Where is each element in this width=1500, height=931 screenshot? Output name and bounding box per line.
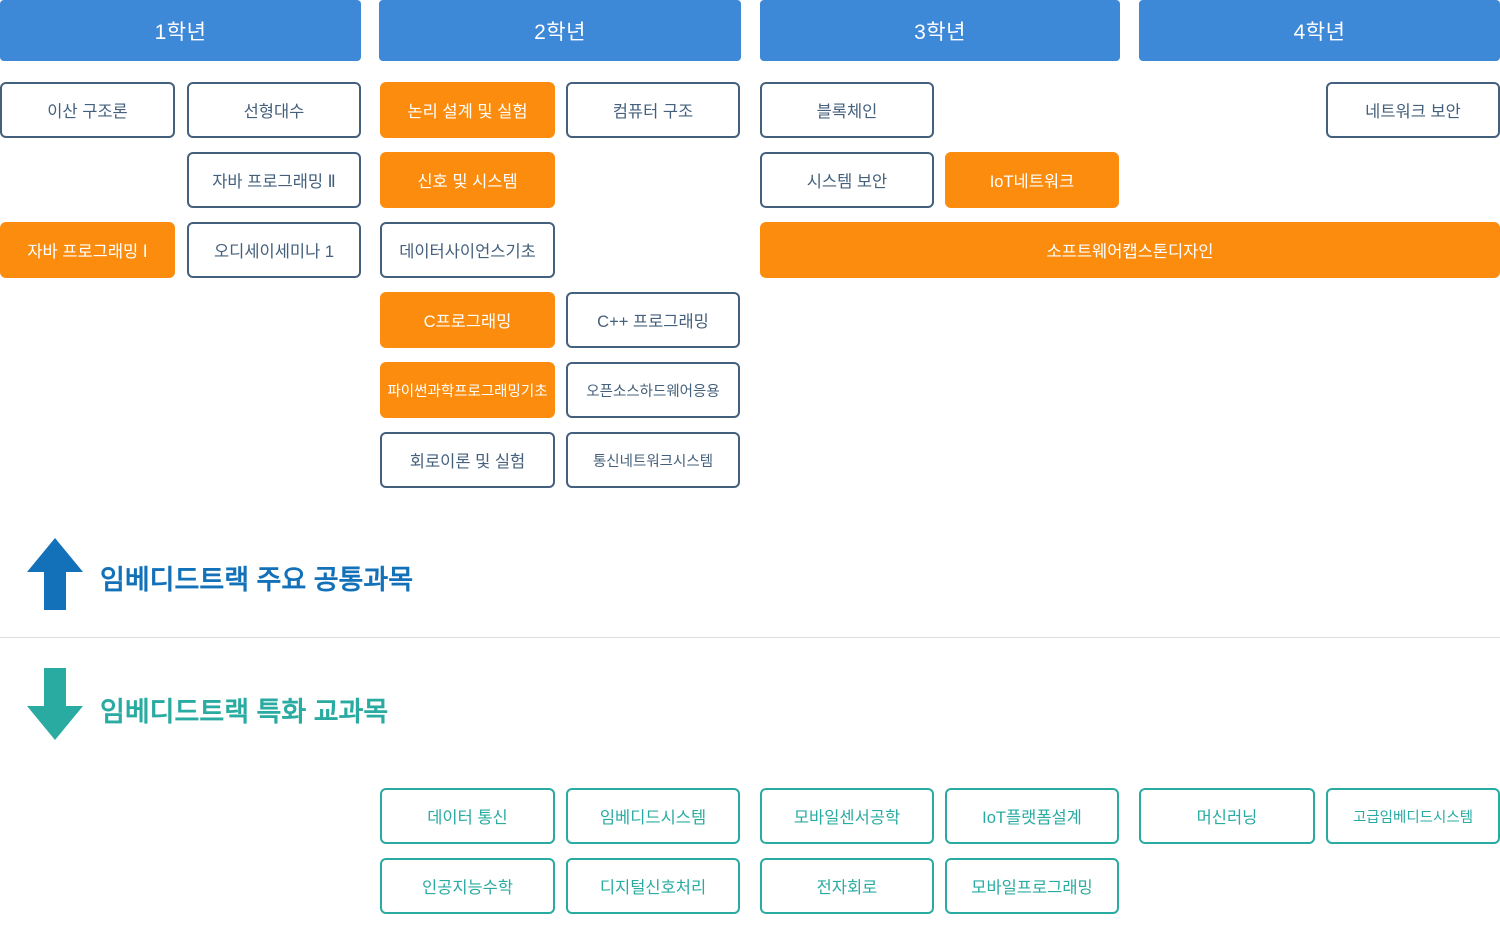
course-box-highlighted: 자바 프로그래밍 Ⅰ bbox=[0, 222, 175, 278]
special-track-title: 임베디드트랙 특화 교과목 bbox=[100, 697, 389, 727]
course-box-highlighted: C프로그래밍 bbox=[380, 292, 555, 348]
course-box-special: 데이터 통신 bbox=[380, 788, 555, 844]
course-box-special: 고급임베디드시스템 bbox=[1326, 788, 1500, 844]
course-box: 회로이론 및 실험 bbox=[380, 432, 555, 488]
course-box-special: 모바일프로그래밍 bbox=[945, 858, 1119, 914]
course-box: 컴퓨터 구조 bbox=[566, 82, 740, 138]
year-header-4: 4학년 bbox=[1139, 0, 1500, 61]
course-box-special: 모바일센서공학 bbox=[760, 788, 934, 844]
course-box-special: 인공지능수학 bbox=[380, 858, 555, 914]
course-box-highlighted: 신호 및 시스템 bbox=[380, 152, 555, 208]
course-box-special: IoT플랫폼설계 bbox=[945, 788, 1119, 844]
common-track-title: 임베디드트랙 주요 공통과목 bbox=[100, 565, 414, 595]
course-box: 오디세이세미나 1 bbox=[187, 222, 361, 278]
course-box-highlighted: 논리 설계 및 실험 bbox=[380, 82, 555, 138]
course-box-highlighted: 파이썬과학프로그래밍기초 bbox=[380, 362, 555, 418]
down-arrow-icon bbox=[27, 668, 83, 740]
section-divider bbox=[0, 637, 1500, 638]
course-box: 이산 구조론 bbox=[0, 82, 175, 138]
course-box-special: 디지털신호처리 bbox=[566, 858, 740, 914]
course-box-special: 임베디드시스템 bbox=[566, 788, 740, 844]
course-box-highlighted: IoT네트워크 bbox=[945, 152, 1119, 208]
course-box: 블록체인 bbox=[760, 82, 934, 138]
course-box: 데이터사이언스기초 bbox=[380, 222, 555, 278]
course-box-special: 전자회로 bbox=[760, 858, 934, 914]
course-box: C++ 프로그래밍 bbox=[566, 292, 740, 348]
course-box: 오픈소스하드웨어응용 bbox=[566, 362, 740, 418]
year-header-2: 2학년 bbox=[379, 0, 741, 61]
course-box-special: 머신러닝 bbox=[1139, 788, 1315, 844]
year-header-1: 1학년 bbox=[0, 0, 361, 61]
course-box: 네트워크 보안 bbox=[1326, 82, 1500, 138]
course-box: 시스템 보안 bbox=[760, 152, 934, 208]
course-box: 선형대수 bbox=[187, 82, 361, 138]
year-header-3: 3학년 bbox=[760, 0, 1120, 61]
course-box: 통신네트워크시스템 bbox=[566, 432, 740, 488]
up-arrow-icon bbox=[27, 538, 83, 610]
course-box-highlighted: 소프트웨어캡스톤디자인 bbox=[760, 222, 1500, 278]
course-box: 자바 프로그래밍 Ⅱ bbox=[187, 152, 361, 208]
